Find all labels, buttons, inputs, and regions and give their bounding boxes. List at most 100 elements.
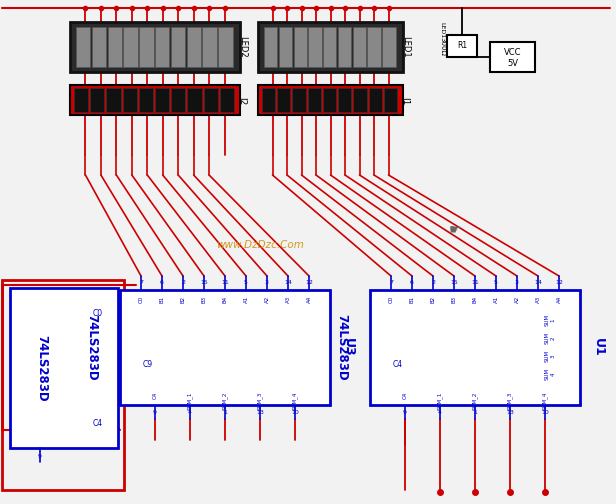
Text: B1: B1 <box>410 296 415 303</box>
Text: 10: 10 <box>541 409 549 414</box>
Text: 15: 15 <box>450 281 458 285</box>
Text: C4: C4 <box>153 392 158 399</box>
Text: A4: A4 <box>307 296 312 303</box>
Text: J1: J1 <box>402 96 410 104</box>
Text: U3: U3 <box>341 338 354 357</box>
Bar <box>107 88 121 112</box>
Text: A2: A2 <box>264 296 270 303</box>
Text: 15: 15 <box>200 281 208 285</box>
Text: A3: A3 <box>535 296 540 303</box>
Text: C4: C4 <box>93 418 103 427</box>
Text: SUM_4: SUM_4 <box>542 392 548 410</box>
Bar <box>354 88 367 112</box>
Text: 7: 7 <box>389 281 393 285</box>
Bar <box>76 27 91 67</box>
Text: C0: C0 <box>93 308 103 318</box>
Bar <box>10 288 118 448</box>
Text: 74LS283D: 74LS283D <box>86 314 99 381</box>
Text: 9: 9 <box>403 409 407 414</box>
Text: 300Ω: 300Ω <box>439 37 445 55</box>
Text: 1: 1 <box>473 409 477 414</box>
Bar <box>74 88 88 112</box>
Text: 12: 12 <box>305 281 313 285</box>
Text: www.DzDzc.Com: www.DzDzc.Com <box>216 240 304 250</box>
Bar <box>382 27 395 67</box>
Bar <box>203 27 217 67</box>
Text: 6: 6 <box>160 281 164 285</box>
Bar <box>490 42 535 72</box>
Text: SUM_2: SUM_2 <box>472 392 478 410</box>
Bar <box>368 88 382 112</box>
Bar <box>204 88 218 112</box>
Text: 5: 5 <box>494 281 498 285</box>
Bar <box>155 88 169 112</box>
Bar <box>384 88 397 112</box>
Text: SUM_4: SUM_4 <box>292 392 298 410</box>
Bar <box>353 27 366 67</box>
Bar <box>70 85 240 115</box>
Bar <box>2 280 124 490</box>
Text: J2: J2 <box>238 96 248 104</box>
Bar <box>123 27 138 67</box>
Text: R1: R1 <box>457 41 467 50</box>
Bar <box>70 22 240 72</box>
Text: 11: 11 <box>221 281 229 285</box>
Bar <box>309 27 322 67</box>
Bar <box>294 27 307 67</box>
Bar <box>171 27 185 67</box>
Text: 1: 1 <box>223 409 227 414</box>
Text: 10: 10 <box>291 409 299 414</box>
Text: 4: 4 <box>438 409 442 414</box>
Text: B3: B3 <box>201 296 206 303</box>
Text: 2: 2 <box>431 281 435 285</box>
Bar <box>92 27 106 67</box>
Bar <box>262 88 275 112</box>
Text: 74LS283D: 74LS283D <box>336 314 349 381</box>
Bar <box>370 290 580 405</box>
Text: 11: 11 <box>471 281 479 285</box>
Text: 12: 12 <box>555 281 563 285</box>
Text: C4: C4 <box>393 360 403 369</box>
Text: U1: U1 <box>591 338 604 357</box>
Text: 13: 13 <box>256 409 264 414</box>
Text: B1: B1 <box>160 296 164 303</box>
Text: SUM_3: SUM_3 <box>507 392 513 410</box>
Text: SUM
3: SUM 3 <box>545 350 556 362</box>
Text: SUM
4: SUM 4 <box>545 368 556 380</box>
Bar <box>139 88 153 112</box>
Text: 5: 5 <box>244 281 248 285</box>
Text: 3: 3 <box>265 281 269 285</box>
Bar <box>220 88 234 112</box>
Text: C4: C4 <box>402 392 408 399</box>
Text: LED1: LED1 <box>439 22 445 38</box>
Text: C0: C0 <box>389 296 394 303</box>
Text: SUM_2: SUM_2 <box>222 392 228 410</box>
Text: SUM
1: SUM 1 <box>545 314 556 326</box>
Bar <box>258 22 403 72</box>
Text: 14: 14 <box>534 281 542 285</box>
Bar <box>90 88 104 112</box>
Bar <box>123 88 137 112</box>
Text: 4: 4 <box>188 409 192 414</box>
Bar <box>338 27 351 67</box>
Bar <box>264 27 277 67</box>
Text: B4: B4 <box>472 296 477 303</box>
Text: A4: A4 <box>556 296 562 303</box>
Text: SUM_1: SUM_1 <box>187 392 193 410</box>
Text: 13: 13 <box>506 409 514 414</box>
Text: A2: A2 <box>514 296 519 303</box>
Bar <box>368 27 381 67</box>
Text: A3: A3 <box>285 296 291 303</box>
Bar <box>293 88 306 112</box>
Bar <box>120 290 330 405</box>
Text: 5V: 5V <box>507 58 518 68</box>
Text: A1: A1 <box>493 296 498 303</box>
Bar <box>218 27 232 67</box>
Text: SUM
2: SUM 2 <box>545 332 556 344</box>
Bar <box>447 35 477 57</box>
Text: 14: 14 <box>284 281 292 285</box>
Bar <box>323 27 336 67</box>
Text: VCC: VCC <box>504 48 521 57</box>
Bar <box>277 88 291 112</box>
Text: 9: 9 <box>153 409 157 414</box>
